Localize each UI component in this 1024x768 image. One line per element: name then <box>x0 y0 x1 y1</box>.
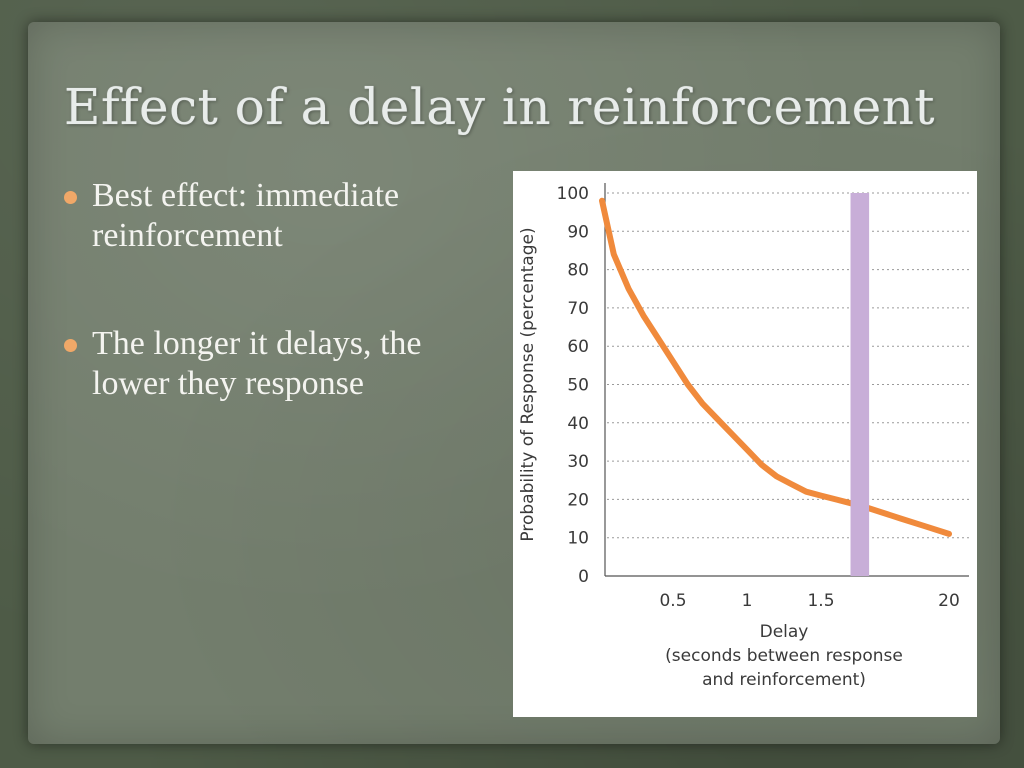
y-tick-label: 70 <box>567 299 589 319</box>
bullet-list: Best effect: immediate reinforcement The… <box>62 176 492 472</box>
x-axis-label: (seconds between response <box>665 646 903 666</box>
bullet-icon <box>64 191 77 204</box>
x-axis-label: Delay <box>760 622 809 642</box>
y-tick-label: 100 <box>557 184 589 204</box>
x-tick-label: 20 <box>938 591 960 611</box>
y-tick-label: 30 <box>567 452 589 472</box>
x-tick-label: 0.5 <box>659 591 686 611</box>
chart-panel: 0 10 20 30 40 50 60 70 80 90 100 0.5 1 1.5 20 Probabili… <box>513 171 977 717</box>
response-curve <box>599 197 952 537</box>
highlight-bar-overlay <box>850 193 870 576</box>
delay-response-chart: 0 10 20 30 40 50 60 70 80 90 100 0.5 1 1.5 20 Probabili… <box>518 183 969 690</box>
bullet-icon <box>64 339 77 352</box>
y-tick-label: 90 <box>567 222 589 242</box>
bullet-item: Best effect: immediate reinforcement <box>62 176 492 256</box>
x-tick-label: 1 <box>742 591 753 611</box>
y-tick-label: 10 <box>567 529 589 549</box>
y-tick-label: 60 <box>567 337 589 357</box>
y-axis-label: Probability of Response (percentage) <box>518 227 538 541</box>
bullet-item: The longer it delays, the lower they res… <box>62 324 492 404</box>
x-tick-label: 1.5 <box>807 591 834 611</box>
x-axis-label: and reinforcement) <box>702 670 866 690</box>
y-tick-label: 20 <box>567 490 589 510</box>
slide-title: Effect of a delay in reinforcement <box>64 78 936 136</box>
y-tick-label: 50 <box>567 376 589 396</box>
bullet-text: Best effect: immediate reinforcement <box>92 177 400 254</box>
y-tick-label: 80 <box>567 261 589 281</box>
y-tick-label: 40 <box>567 414 589 434</box>
y-tick-label: 0 <box>578 567 589 587</box>
bullet-text: The longer it delays, the lower they res… <box>92 325 422 402</box>
